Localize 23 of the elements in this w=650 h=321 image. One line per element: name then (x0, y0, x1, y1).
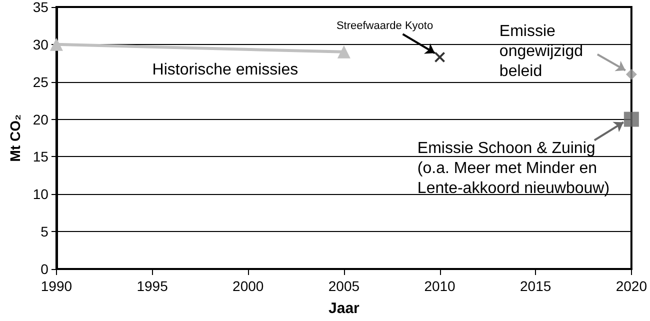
point (626, 68, 637, 80)
y-tick-label: 20 (32, 111, 49, 128)
x-tick-label: 1995 (136, 278, 168, 294)
annotation: Historische emissies (152, 62, 298, 79)
y-tick-label: 15 (32, 148, 49, 165)
y-tick-label: 10 (32, 186, 49, 202)
x-axis-title: Jaar (328, 300, 360, 317)
y-tick-label: 30 (32, 36, 49, 52)
annotation: Streefwaarde Kyoto (336, 20, 434, 32)
y-tick-label: 25 (32, 74, 49, 90)
annotation: Emissie ongewijzigd beleid (499, 22, 584, 80)
x-tick-label: 2000 (232, 278, 264, 294)
x-tick-label: 2010 (424, 278, 456, 294)
x-tick-label: 2005 (328, 278, 360, 294)
y-tick-label: 35 (32, 0, 49, 15)
x-tick-label: 1990 (40, 278, 72, 294)
x-tick-label: 2020 (616, 278, 648, 294)
annotation: Emissie Schoon & Zuinig (o.a. Meer met Minder en Lente-akkoord nieuwbouw) (417, 140, 610, 197)
y-tick-label: 5 (40, 224, 49, 240)
y-tick-label: 0 (40, 261, 49, 277)
point (624, 112, 639, 127)
y-axis-title: Mt CO₂ (7, 114, 23, 162)
x-tick-label: 2015 (520, 278, 552, 294)
